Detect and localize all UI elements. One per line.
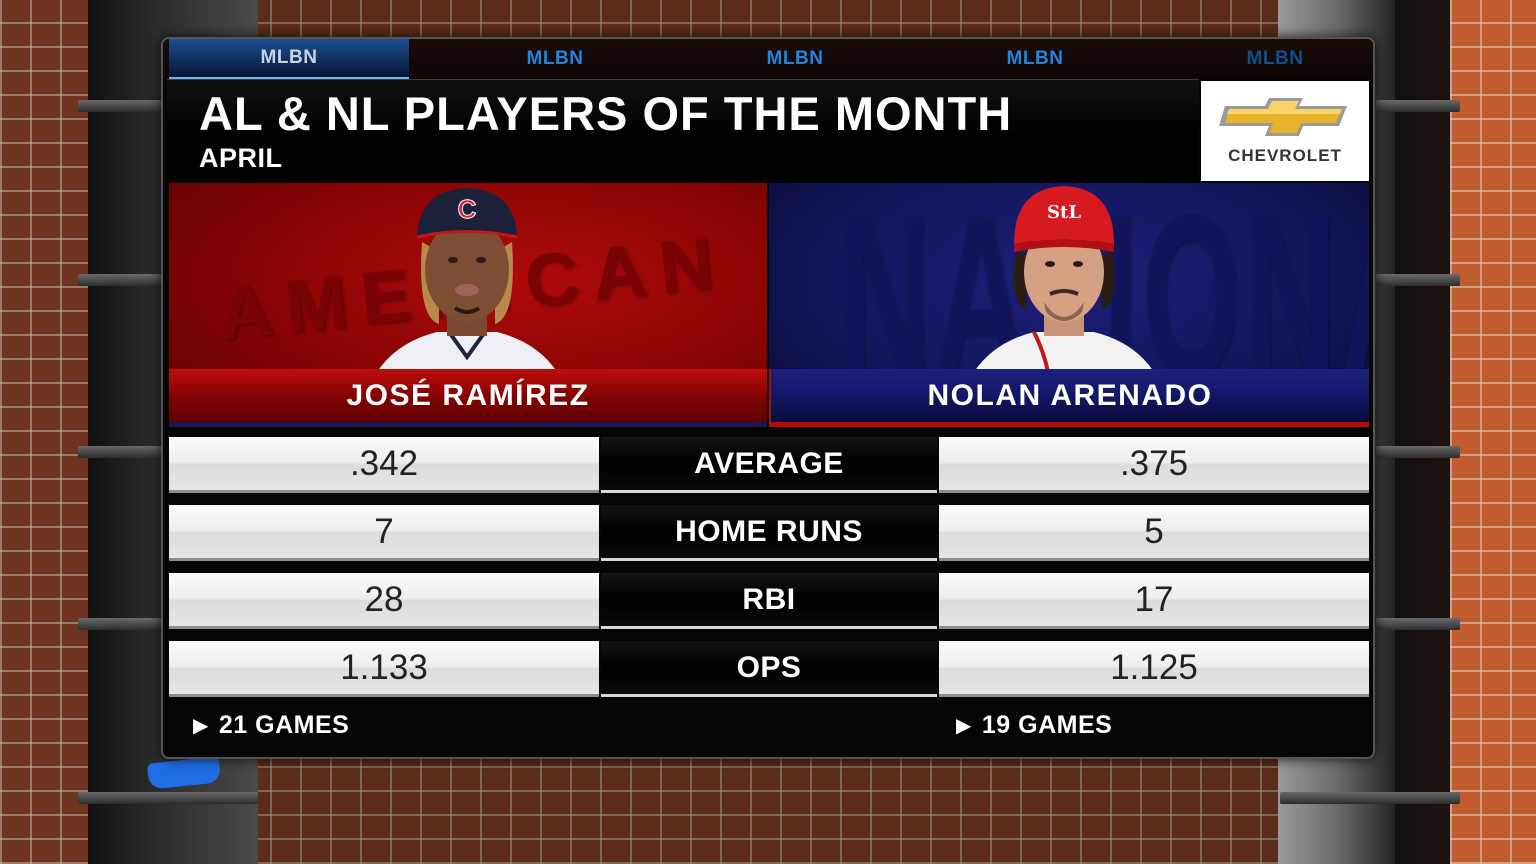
play-triangle-icon: ▶ xyxy=(956,715,972,737)
player-headshot-arenado: StL xyxy=(964,183,1164,373)
player-name-al: JOSÉ RAMÍREZ xyxy=(169,369,767,427)
al-player-panel: AMERICAN C JOSÉ RAMÍREZ xyxy=(169,183,767,427)
games-count: 21 GAMES xyxy=(218,711,350,739)
stat-label: RBI xyxy=(601,573,937,629)
al-stat-value: .342 xyxy=(169,437,599,493)
ticker-item: MLBN xyxy=(766,48,824,69)
players-of-month-graphic: MLBN MLBN MLBN MLBN MLBN AL & NL PLAYERS… xyxy=(161,37,1375,759)
ticker-item: MLBN xyxy=(1246,48,1304,69)
stat-row-home-runs: 7 HOME RUNS 5 xyxy=(169,505,1369,561)
nl-stat-value: 17 xyxy=(939,573,1369,629)
chevrolet-bowtie-icon xyxy=(1217,96,1353,138)
stat-row-ops: 1.133 OPS 1.125 xyxy=(169,641,1369,697)
shelf xyxy=(1376,618,1460,630)
stat-row-rbi: 28 RBI 17 xyxy=(169,573,1369,629)
svg-text:C: C xyxy=(458,194,477,224)
shelf xyxy=(78,274,168,286)
svg-text:StL: StL xyxy=(1047,202,1081,223)
brick-column-left xyxy=(0,0,90,864)
games-count: 19 GAMES xyxy=(981,711,1113,739)
page-title: AL & NL PLAYERS OF THE MONTH xyxy=(199,87,1013,140)
network-ticker: MLBN MLBN MLBN MLBN MLBN xyxy=(163,39,1373,79)
stat-label: AVERAGE xyxy=(601,437,937,493)
sponsor-name: CHEVROLET xyxy=(1228,146,1342,165)
nl-stat-value: 5 xyxy=(939,505,1369,561)
brick-column-right xyxy=(1450,0,1536,864)
month-subtitle: APRIL xyxy=(199,143,283,173)
al-stat-value: 28 xyxy=(169,573,599,629)
shelf xyxy=(78,100,168,112)
player-name-nl: NOLAN ARENADO xyxy=(769,369,1369,427)
shelf xyxy=(78,792,258,804)
graphic-header: AL & NL PLAYERS OF THE MONTH APRIL xyxy=(167,79,1199,180)
nl-stat-value: .375 xyxy=(939,437,1369,493)
nl-games-played: ▶ 19 GAMES xyxy=(956,711,1112,740)
shelf xyxy=(1376,274,1460,286)
shelf xyxy=(78,446,168,458)
al-stat-value: 7 xyxy=(169,505,599,561)
ticker-item: MLBN xyxy=(1006,48,1064,69)
player-headshot-ramirez: C xyxy=(367,183,567,372)
shelf xyxy=(78,618,168,630)
shelf xyxy=(1376,100,1460,112)
stat-row-average: .342 AVERAGE .375 xyxy=(169,437,1369,493)
play-triangle-icon: ▶ xyxy=(193,715,209,737)
ticker-item: MLBN xyxy=(526,48,584,69)
stat-label: HOME RUNS xyxy=(601,505,937,561)
al-stat-value: 1.133 xyxy=(169,641,599,697)
stat-label: OPS xyxy=(601,641,937,697)
shelf xyxy=(1376,446,1460,458)
sponsor-logo: CHEVROLET xyxy=(1201,81,1369,181)
ticker-item: MLBN xyxy=(169,39,409,79)
nl-stat-value: 1.125 xyxy=(939,641,1369,697)
shelf xyxy=(1280,792,1460,804)
nl-player-panel: NATIONAL StL NOLAN ARENADO xyxy=(769,183,1369,427)
al-games-played: ▶ 21 GAMES xyxy=(193,711,349,740)
